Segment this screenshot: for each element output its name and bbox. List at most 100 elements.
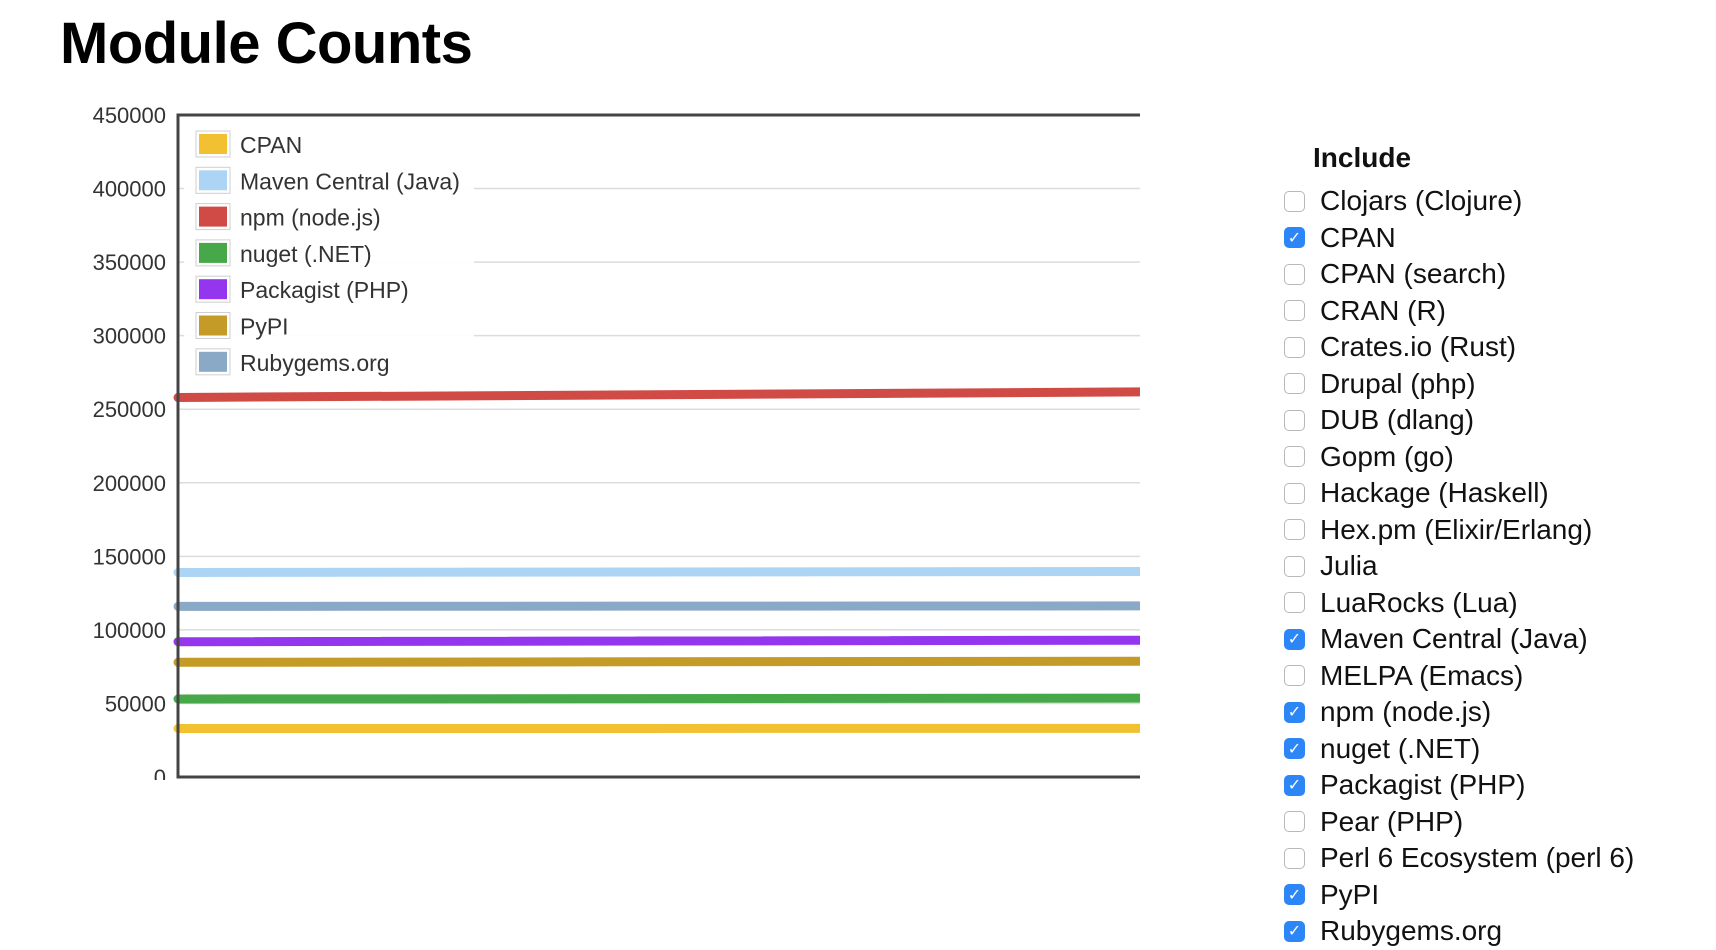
checkbox-cpan[interactable]: ✓	[1284, 227, 1305, 249]
checkbox-nuget-net[interactable]: ✓	[1284, 738, 1305, 760]
checkbox-hackage-haskell[interactable]	[1284, 482, 1305, 504]
include-option-hackage-haskell[interactable]: Hackage (Haskell)	[1284, 475, 1634, 512]
include-option-nuget-net[interactable]: ✓ nuget (.NET)	[1284, 731, 1634, 768]
y-tick-label: 0	[154, 765, 166, 780]
checkbox-dub-dlang[interactable]	[1284, 409, 1305, 431]
checkmark-icon: ✓	[1287, 884, 1302, 904]
y-tick-label: 250000	[93, 397, 166, 422]
option-label: LuaRocks (Lua)	[1320, 586, 1518, 618]
y-axis-ticks: 450000 400000 350000 300000 250000 200000 1500…	[93, 103, 166, 780]
checkbox-perl-6-ecosystem-perl-6[interactable]	[1284, 847, 1305, 869]
option-label: CPAN	[1320, 221, 1396, 253]
y-tick-label: 400000	[93, 177, 166, 202]
option-label: Pear (PHP)	[1320, 805, 1464, 837]
legend-label: nuget (.NET)	[240, 241, 372, 267]
chart-legend: CPAN Maven Central (Java) npm (node.js) nug…	[184, 123, 474, 386]
y-tick-label: 350000	[93, 250, 166, 275]
legend-label: PyPI	[240, 314, 289, 340]
option-label: Gopm (go)	[1320, 440, 1454, 472]
legend-label: npm (node.js)	[240, 205, 381, 231]
series-line-nuget-net	[173, 693, 1140, 704]
include-option-npm-node-js[interactable]: ✓ npm (node.js)	[1284, 694, 1634, 731]
include-option-rubygems-org[interactable]: ✓ Rubygems.org	[1284, 913, 1634, 950]
checkmark-icon: ✓	[1287, 775, 1302, 795]
checkbox-julia[interactable]	[1284, 555, 1305, 577]
plot-frame	[176, 113, 1140, 779]
include-option-luarocks-lua[interactable]: LuaRocks (Lua)	[1284, 585, 1634, 622]
checkmark-icon: ✓	[1287, 702, 1302, 722]
include-option-hex-pm-elixir-erlang[interactable]: Hex.pm (Elixir/Erlang)	[1284, 512, 1634, 549]
include-title: Include	[1313, 142, 1412, 173]
option-label: DUB (dlang)	[1320, 404, 1475, 436]
legend-swatch	[197, 132, 229, 156]
option-label: npm (node.js)	[1320, 696, 1492, 728]
checkbox-luarocks-lua[interactable]	[1284, 592, 1305, 614]
include-option-packagist-php[interactable]: ✓ Packagist (PHP)	[1284, 767, 1634, 804]
checkbox-npm-node-js[interactable]: ✓	[1284, 701, 1305, 723]
include-options: Clojars (Clojure) ✓ CPAN CPAN (search) CRAN …	[1284, 183, 1634, 950]
page-title: Module Counts	[60, 11, 473, 76]
include-option-pear-php[interactable]: Pear (PHP)	[1284, 804, 1634, 841]
include-option-perl-6-ecosystem-perl-6[interactable]: Perl 6 Ecosystem (perl 6)	[1284, 840, 1634, 877]
checkbox-packagist-php[interactable]: ✓	[1284, 774, 1305, 796]
series-line-cpan	[173, 723, 1140, 733]
checkbox-melpa-emacs[interactable]	[1284, 665, 1305, 687]
legend-swatch-border	[195, 348, 231, 376]
legend-swatch-border	[195, 275, 231, 303]
checkbox-cran-r[interactable]	[1284, 300, 1305, 322]
legend-swatch-border	[195, 166, 231, 194]
legend-label: CPAN	[240, 132, 302, 158]
include-option-cpan-search[interactable]: CPAN (search)	[1284, 256, 1634, 293]
include-option-dub-dlang[interactable]: DUB (dlang)	[1284, 402, 1634, 439]
include-option-cran-r[interactable]: CRAN (R)	[1284, 293, 1634, 330]
checkbox-crates-io-rust[interactable]	[1284, 336, 1305, 358]
option-label: nuget (.NET)	[1320, 732, 1481, 764]
checkmark-icon: ✓	[1287, 227, 1302, 247]
checkbox-cpan-search[interactable]	[1284, 263, 1305, 285]
series-line-rubygems-org	[173, 601, 1140, 611]
y-tick-label: 300000	[93, 324, 166, 349]
checkmark-icon: ✓	[1287, 629, 1302, 649]
include-option-pypi[interactable]: ✓ PyPI	[1284, 877, 1634, 914]
option-label: Crates.io (Rust)	[1320, 331, 1517, 363]
legend-background	[184, 123, 474, 386]
option-label: CRAN (R)	[1320, 294, 1446, 326]
include-option-clojars-clojure[interactable]: Clojars (Clojure)	[1284, 183, 1634, 220]
legend-swatch-border	[195, 239, 231, 267]
legend-swatch-border	[195, 312, 231, 339]
legend-swatch	[197, 204, 229, 229]
option-label: Perl 6 Ecosystem (perl 6)	[1320, 842, 1635, 874]
include-option-julia[interactable]: Julia	[1284, 548, 1634, 585]
include-option-maven-central-java[interactable]: ✓ Maven Central (Java)	[1284, 621, 1634, 658]
checkbox-clojars-clojure[interactable]	[1284, 190, 1305, 212]
y-tick-label: 100000	[93, 618, 166, 643]
legend-swatch	[197, 240, 229, 265]
include-option-gopm-go[interactable]: Gopm (go)	[1284, 439, 1634, 476]
option-label: Maven Central (Java)	[1320, 623, 1588, 655]
checkbox-maven-central-java[interactable]: ✓	[1284, 628, 1305, 650]
checkbox-drupal-php[interactable]	[1284, 373, 1305, 395]
legend-swatch	[197, 349, 229, 374]
include-option-melpa-emacs[interactable]: MELPA (Emacs)	[1284, 658, 1634, 695]
legend-swatch-border	[195, 203, 231, 231]
checkbox-pear-php[interactable]	[1284, 811, 1305, 833]
checkbox-pypi[interactable]: ✓	[1284, 884, 1305, 906]
include-option-crates-io-rust[interactable]: Crates.io (Rust)	[1284, 329, 1634, 366]
checkbox-hex-pm-elixir-erlang[interactable]	[1284, 519, 1305, 541]
option-label: PyPI	[1320, 878, 1380, 910]
y-tick-label: 50000	[105, 691, 166, 716]
legend-swatch-border	[195, 130, 231, 158]
legend-label: Maven Central (Java)	[240, 168, 460, 194]
checkbox-gopm-go[interactable]	[1284, 446, 1305, 468]
option-label: Packagist (PHP)	[1320, 769, 1526, 801]
checkmark-icon: ✓	[1287, 738, 1302, 758]
option-label: MELPA (Emacs)	[1320, 659, 1524, 691]
option-label: CPAN (search)	[1320, 258, 1507, 290]
include-option-drupal-php[interactable]: Drupal (php)	[1284, 366, 1634, 403]
include-option-cpan[interactable]: ✓ CPAN	[1284, 220, 1634, 257]
checkbox-rubygems-org[interactable]: ✓	[1284, 920, 1305, 942]
y-tick-label: 450000	[93, 103, 166, 128]
legend-swatch	[197, 313, 229, 338]
option-label: Julia	[1320, 550, 1378, 582]
y-tick-label: 150000	[93, 544, 166, 569]
